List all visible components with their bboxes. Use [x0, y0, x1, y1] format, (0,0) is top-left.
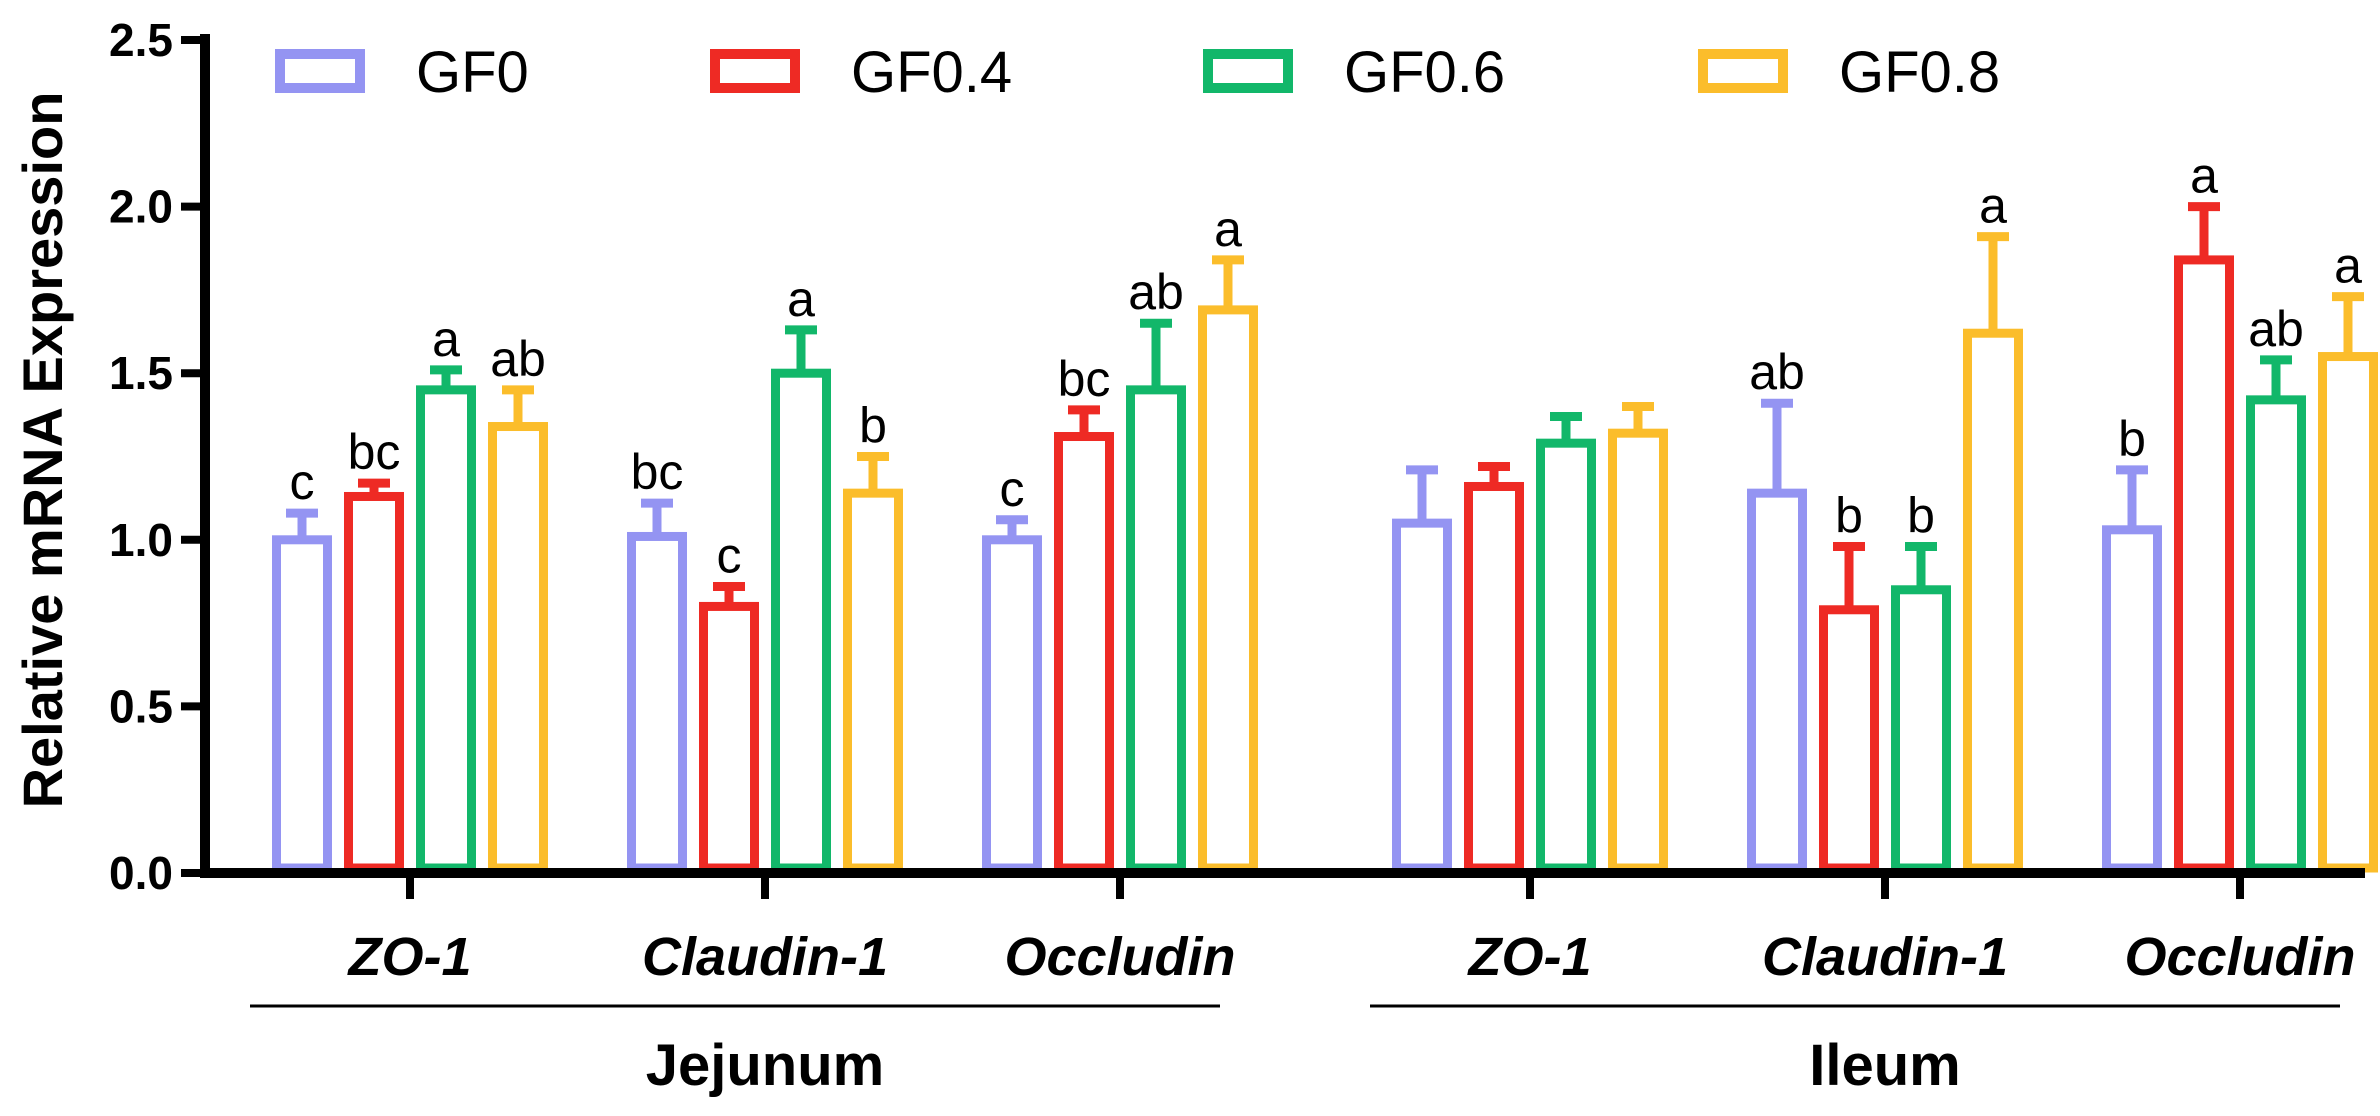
y-axis: 0.0 0.5 1.0 1.5 2.0 2.5 [109, 14, 210, 899]
significance-label: b [2118, 411, 2146, 467]
bar-GF0 [272, 535, 332, 873]
y-tick-label: 0.0 [109, 847, 173, 899]
significance-label: a [2190, 148, 2218, 204]
bar-GF0.6 [1536, 438, 1596, 873]
significance-label: bc [1058, 351, 1111, 407]
significance-label: c [1000, 461, 1025, 517]
category-label: ZO-1 [346, 927, 471, 987]
bar-GF0.6 [1891, 585, 1951, 873]
bar-GF0.4 [699, 601, 759, 873]
bar-GF0 [627, 531, 687, 873]
bar-GF0.4 [1819, 605, 1879, 873]
x-axis: ZO-1 Claudin-1 Occludin ZO-1 Claudin-1 Occlud… [200, 868, 2365, 1098]
group-label: Jejunum [646, 1033, 885, 1098]
y-tick-label: 2.5 [109, 14, 173, 66]
y-tick-label: 2.0 [109, 181, 173, 233]
bar-GF0.6 [771, 368, 831, 873]
bar-GF0.8 [1608, 428, 1668, 873]
significance-label: a [787, 271, 815, 327]
significance-label: ab [1128, 264, 1184, 320]
bar-GF0.8 [843, 488, 903, 873]
category-label: Occludin [2124, 927, 2355, 987]
bar-GF0.6 [416, 385, 476, 873]
significance-label: ab [490, 331, 546, 387]
significance-label: b [1907, 487, 1935, 543]
legend: GF0 GF0.4 GF0.6 GF0.8 [275, 40, 2000, 105]
bar-GF0 [1392, 518, 1452, 873]
significance-label: c [717, 527, 742, 583]
bar-GF0 [982, 535, 1042, 873]
bar-GF0.8 [488, 422, 548, 873]
legend-swatch [1698, 49, 1788, 93]
bar-GF0.4 [1464, 481, 1524, 873]
y-tick-label: 1.5 [109, 347, 173, 399]
y-tick-label: 1.0 [109, 514, 173, 566]
legend-swatch [710, 49, 800, 93]
significance-label: ab [2248, 301, 2304, 357]
bar-GF0 [1747, 488, 1807, 873]
significance-label: ab [1749, 344, 1805, 400]
bar-GF0.6 [1126, 385, 1186, 873]
bar-GF0.8 [1198, 305, 1258, 873]
bar-GF0 [2102, 525, 2162, 873]
bar-GF0.8 [2318, 352, 2378, 873]
legend-label: GF0.8 [1839, 40, 2000, 105]
legend-swatch [1203, 49, 1293, 93]
category-label: ZO-1 [1466, 927, 1591, 987]
significance-label: bc [348, 424, 401, 480]
bar-GF0.8 [1963, 328, 2023, 873]
legend-swatch [275, 49, 365, 93]
significance-label: a [432, 311, 460, 367]
bar-GF0.4 [344, 491, 404, 873]
category-label: Claudin-1 [642, 927, 888, 987]
y-tick-label: 0.5 [109, 680, 173, 732]
legend-label: GF0.4 [851, 40, 1012, 105]
significance-label: a [1214, 201, 1242, 257]
significance-label: b [1835, 487, 1863, 543]
legend-label: GF0 [416, 40, 529, 105]
significance-label: c [290, 454, 315, 510]
group-label: Ileum [1809, 1033, 1961, 1098]
significance-label: a [2334, 238, 2362, 294]
bar-GF0.4 [1054, 432, 1114, 873]
significance-label: bc [631, 444, 684, 500]
category-label: Claudin-1 [1762, 927, 2008, 987]
legend-label: GF0.6 [1344, 40, 1505, 105]
y-axis-title: Relative mRNA Expression [11, 92, 74, 809]
significance-label: a [1979, 178, 2007, 234]
bar-GF0.4 [2174, 255, 2234, 873]
significance-label: b [859, 398, 887, 454]
category-label: Occludin [1004, 927, 1235, 987]
bar-GF0.6 [2246, 395, 2306, 873]
